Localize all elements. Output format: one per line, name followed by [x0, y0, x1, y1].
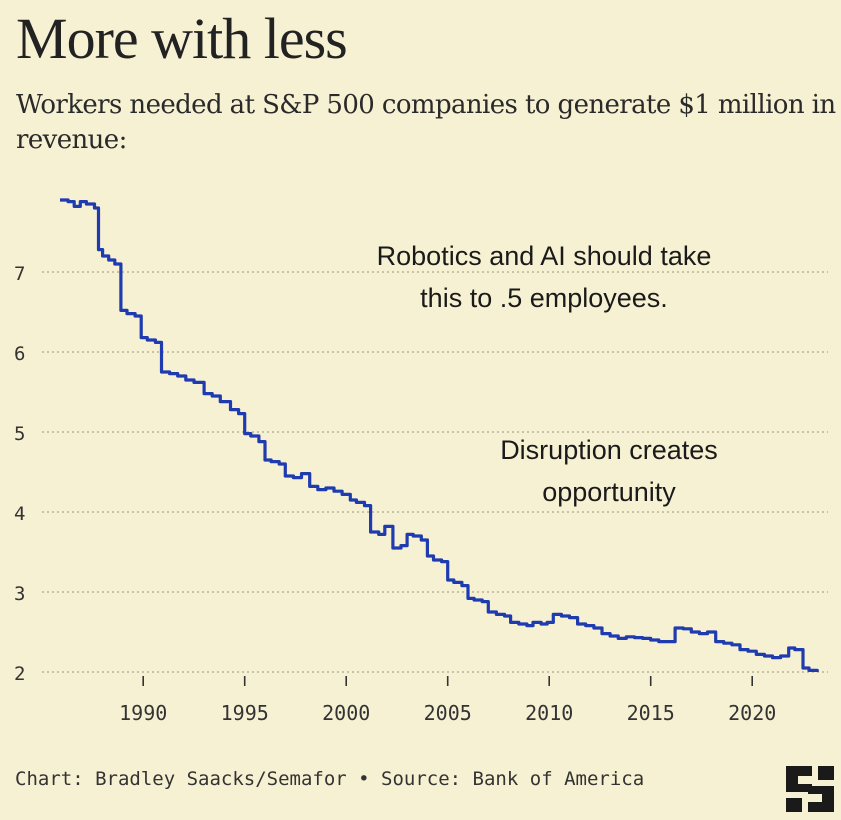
- y-tick-label-4: 4: [14, 503, 25, 525]
- annotation-robotics: Robotics and AI should take this to .5 e…: [377, 241, 712, 313]
- annotation-disruption: Disruption creates opportunity: [500, 435, 718, 507]
- series-line: [60, 198, 819, 672]
- chart-subtitle: Workers needed at S&P 500 companies to g…: [16, 90, 836, 155]
- chart-title: More with less: [16, 6, 348, 71]
- x-tick-label-2020: 2020: [728, 701, 776, 725]
- x-tick-label-1995: 1995: [221, 701, 269, 725]
- annotation-disruption-line-1: Disruption creates: [500, 435, 718, 465]
- y-axis-tick-labels: 2 3 4 5 6 7: [14, 263, 25, 685]
- annotation-disruption-line-2: opportunity: [542, 477, 676, 507]
- annotation-robotics-line-2: this to .5 employees.: [420, 283, 668, 313]
- x-tick-label-2010: 2010: [525, 701, 573, 725]
- y-tick-label-7: 7: [14, 263, 25, 285]
- x-tick-label-1990: 1990: [119, 701, 167, 725]
- y-tick-label-3: 3: [14, 583, 25, 605]
- annotation-robotics-line-1: Robotics and AI should take: [377, 241, 712, 271]
- y-tick-label-5: 5: [14, 423, 25, 445]
- semafor-logo-icon: [786, 766, 834, 812]
- y-tick-label-2: 2: [14, 663, 25, 685]
- x-tick-label-2000: 2000: [322, 701, 370, 725]
- y-tick-label-6: 6: [14, 343, 25, 365]
- line-chart: 2 3 4 5 6 7 1990 1995 2000 2005 2010 2015 2020 Robo…: [14, 198, 828, 725]
- x-axis-ticks: 1990 1995 2000 2005 2010 2015 2020: [119, 676, 776, 725]
- chart-footer-credit: Chart: Bradley Saacks/Semafor • Source: …: [15, 768, 645, 790]
- x-tick-label-2015: 2015: [627, 701, 675, 725]
- gridlines: [42, 271, 828, 673]
- x-tick-label-2005: 2005: [424, 701, 472, 725]
